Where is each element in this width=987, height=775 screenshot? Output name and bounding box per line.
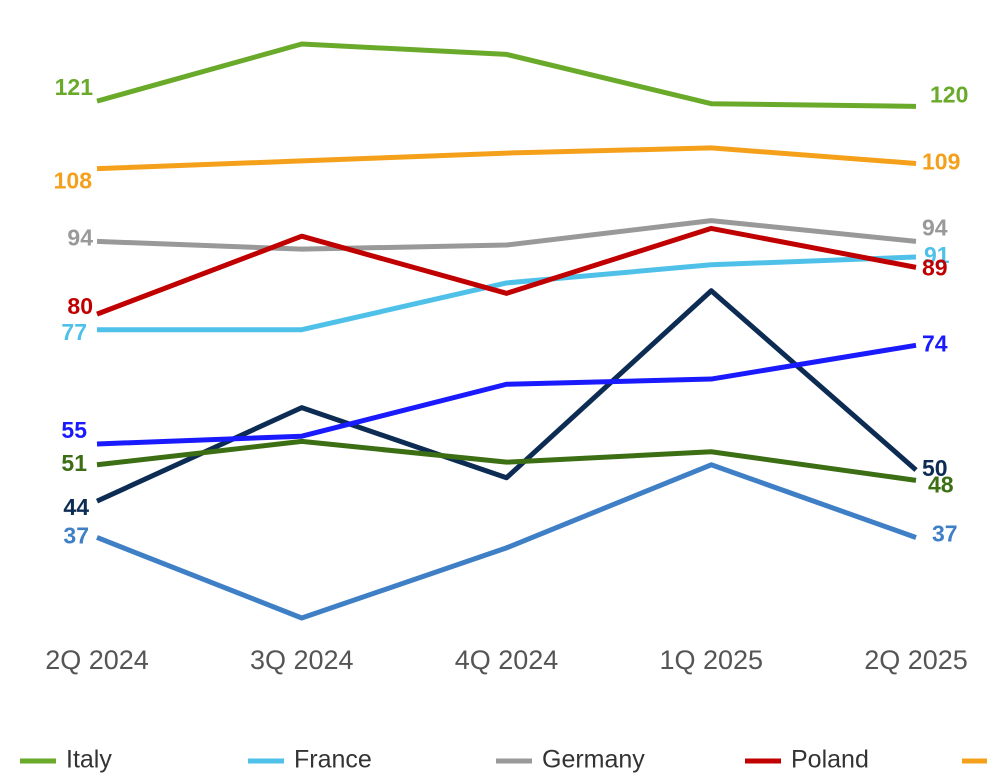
value-label: 50 <box>922 455 948 481</box>
line <box>96 462 917 621</box>
value-label: 121 <box>55 74 94 100</box>
line <box>96 225 917 317</box>
x-tick-label: 1Q 2025 <box>659 645 763 675</box>
value-label: 51 <box>61 450 87 476</box>
x-tick-label: 2Q 2025 <box>864 645 968 675</box>
x-tick-label: 2Q 2024 <box>45 645 149 675</box>
value-label: 74 <box>922 330 948 356</box>
legend-label: Poland <box>791 746 869 774</box>
value-label: 94 <box>67 224 93 250</box>
value-label: 94 <box>922 214 948 240</box>
legend-label: Germany <box>542 746 645 774</box>
line <box>96 145 917 172</box>
value-label: 120 <box>930 81 968 107</box>
value-label: 55 <box>61 417 87 443</box>
x-tick-label: 4Q 2024 <box>455 645 559 675</box>
line <box>96 438 917 483</box>
value-label: 37 <box>63 523 89 549</box>
x-tick-label: 3Q 2024 <box>250 645 354 675</box>
line <box>95 288 918 504</box>
value-label: 108 <box>54 168 93 194</box>
line <box>96 342 917 447</box>
value-label: 80 <box>67 293 93 319</box>
line <box>97 254 917 333</box>
line <box>96 41 917 109</box>
value-label: 48 <box>928 471 954 497</box>
line <box>96 218 917 252</box>
value-label: 77 <box>61 319 87 345</box>
value-label: 91 <box>924 242 950 268</box>
value-label: 109 <box>922 149 960 175</box>
value-label: 44 <box>63 494 89 520</box>
value-label: 89 <box>922 254 948 280</box>
legend-label: Italy <box>66 746 112 774</box>
legend-label: France <box>294 746 372 774</box>
value-label: 37 <box>932 521 958 547</box>
